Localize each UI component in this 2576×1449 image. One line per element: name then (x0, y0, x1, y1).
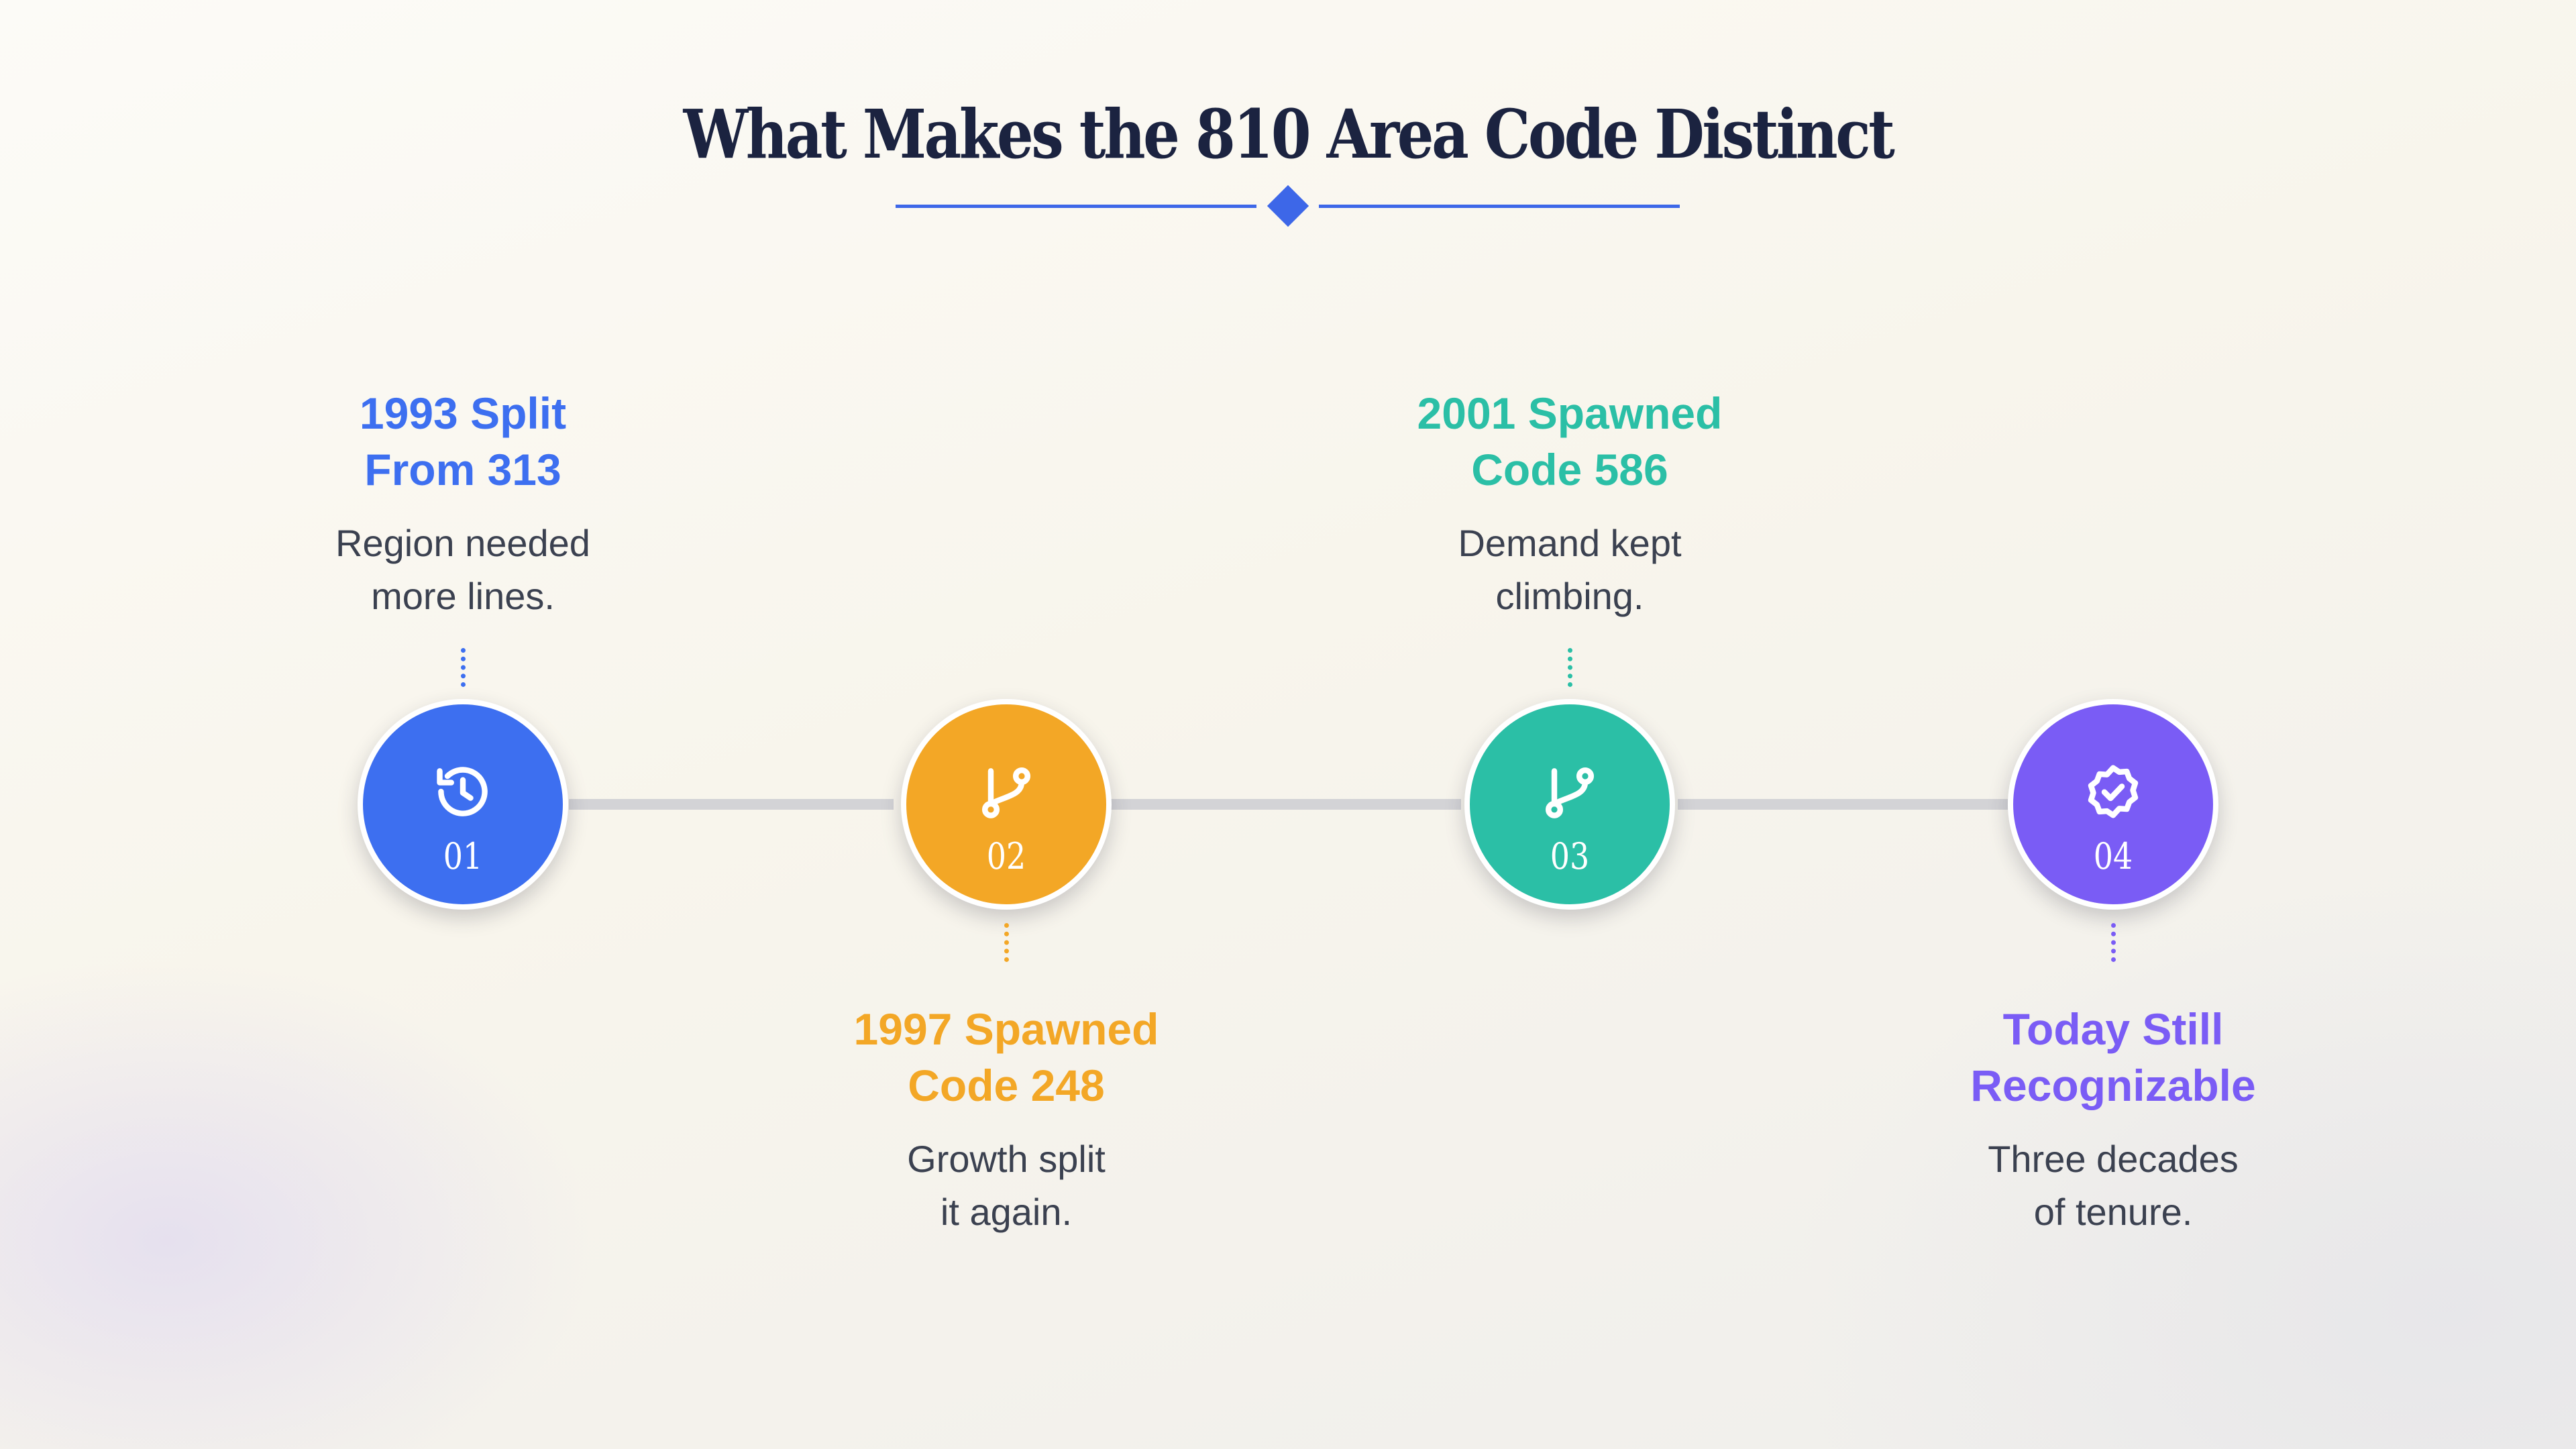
title-divider-diamond (1267, 184, 1309, 227)
milestone-2-description: Growth split it again. (907, 1138, 1106, 1233)
milestone-1-description: Region needed more lines. (335, 522, 590, 617)
badge-check-icon (2088, 765, 2139, 818)
milestone-1-stem (461, 648, 466, 687)
milestone-4-heading: Today Still Recognizable (1970, 1004, 2256, 1110)
milestone-1-label: 1993 Split From 313 Region needed more l… (208, 385, 718, 623)
title-divider-left (896, 205, 1256, 208)
timeline-connector-1-2 (569, 799, 894, 810)
history-clock-icon (437, 767, 488, 816)
milestone-4-description: Three decades of tenure. (1988, 1138, 2239, 1233)
milestone-2-heading: 1997 Spawned Code 248 (853, 1004, 1159, 1110)
milestone-4-number: 04 (2093, 835, 2133, 877)
milestone-2-stem (1004, 923, 1009, 962)
milestone-4-stem (2111, 923, 2116, 962)
milestone-3-description: Demand kept climbing. (1458, 522, 1682, 617)
milestone-1-node: 01 (358, 699, 568, 910)
title-divider-right (1319, 205, 1680, 208)
milestone-2-node: 02 (901, 699, 1112, 910)
milestone-4-node: 04 (2008, 699, 2218, 910)
page-title: What Makes the 810 Area Code Distinct (683, 95, 1895, 174)
timeline-connector-2-3 (1111, 799, 1461, 810)
milestone-3-node: 03 (1464, 699, 1675, 910)
milestone-1-number: 01 (443, 835, 483, 877)
milestone-2-label: 1997 Spawned Code 248 Growth split it ag… (751, 1001, 1261, 1238)
git-branch-icon (1545, 767, 1595, 818)
milestone-3-heading: 2001 Spawned Code 586 (1417, 388, 1723, 494)
git-branch-icon (981, 767, 1031, 818)
milestone-4-label: Today Still Recognizable Three decades o… (1858, 1001, 2368, 1238)
milestone-1-heading: 1993 Split From 313 (359, 388, 567, 494)
milestone-2-number: 02 (986, 835, 1026, 877)
milestone-3-label: 2001 Spawned Code 586 Demand kept climbi… (1315, 385, 1825, 623)
milestone-3-stem (1568, 648, 1572, 687)
milestone-3-number: 03 (1550, 835, 1590, 877)
timeline-connector-3-4 (1678, 799, 2008, 810)
